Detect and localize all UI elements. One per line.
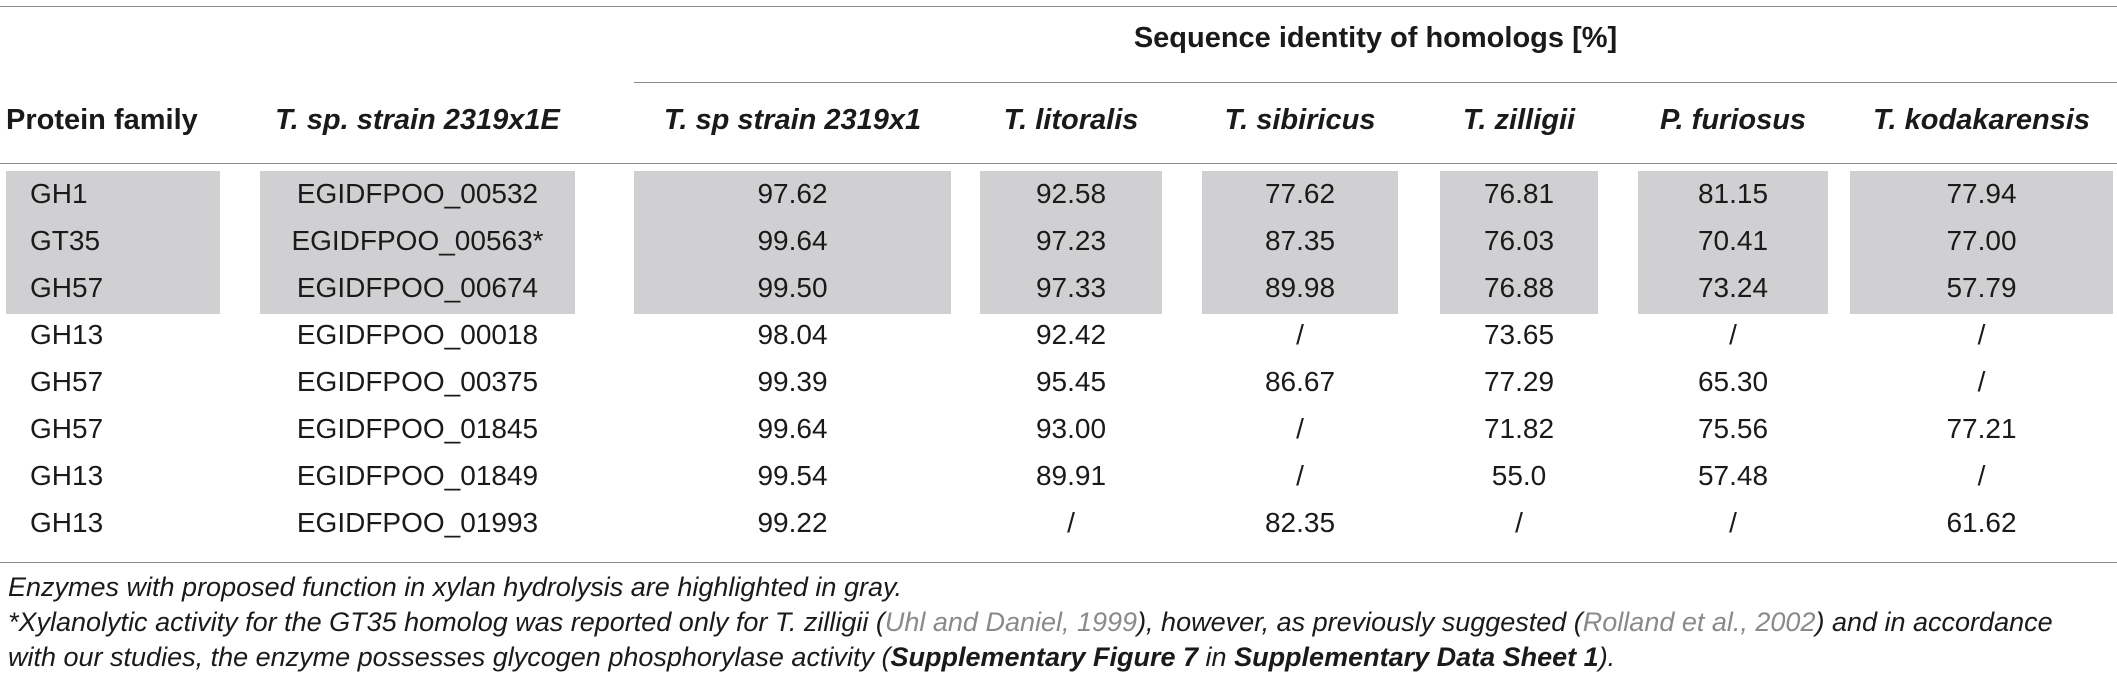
col-header-strain: T. sp strain 2319x1 xyxy=(663,104,922,136)
cell-family: GH13 xyxy=(30,460,104,491)
col-header-kodakarensis: T. kodakarensis xyxy=(1872,104,2091,136)
cell-value: 86.67 xyxy=(1264,366,1336,397)
cell-value: 77.21 xyxy=(1946,413,2017,444)
cell-value: 77.29 xyxy=(1483,366,1555,397)
header-rule xyxy=(0,163,2117,164)
cell-value: 57.48 xyxy=(1697,460,1769,491)
cell-value: / xyxy=(1296,460,1304,491)
cell-value: 61.62 xyxy=(1946,507,2017,538)
cell-value: 89.98 xyxy=(1264,272,1336,303)
cell-value: 93.00 xyxy=(1035,413,1107,444)
cell-value: 76.81 xyxy=(1483,178,1555,209)
cell-family: GH57 xyxy=(30,366,104,397)
citation-link[interactable]: Rolland et al., 2002 xyxy=(1582,607,1816,637)
cell-family: GH1 xyxy=(30,178,88,209)
footnote-gt35-cont: with our studies, the enzyme possesses g… xyxy=(8,642,1616,672)
cell-id: EGIDFPOO_00674 xyxy=(296,272,539,303)
cell-value: 97.23 xyxy=(1035,225,1107,256)
cell-value: 97.62 xyxy=(757,178,828,209)
cell-value: 76.03 xyxy=(1483,225,1555,256)
col-header-strain-e: T. sp. strain 2319x1E xyxy=(275,104,560,136)
cell-value: 65.30 xyxy=(1697,366,1769,397)
cell-family: GH13 xyxy=(30,319,104,350)
cell-id: EGIDFPOO_01993 xyxy=(296,507,539,538)
highlight-block xyxy=(980,171,1162,314)
cell-value: 99.22 xyxy=(757,507,828,538)
cell-id: EGIDFPOO_00563* xyxy=(291,225,544,256)
cell-value: 99.50 xyxy=(757,272,828,303)
col-header-protein-family: Protein family xyxy=(6,104,198,136)
cell-value: 99.64 xyxy=(757,413,828,444)
supplementary-data-link[interactable]: Supplementary Data Sheet 1 xyxy=(1234,642,1599,672)
col-header-furiosus: P. furiosus xyxy=(1659,104,1807,136)
cell-value: 92.42 xyxy=(1035,319,1107,350)
cell-value: / xyxy=(1977,319,1986,350)
cell-value: 82.35 xyxy=(1264,507,1336,538)
cell-value: / xyxy=(1296,413,1304,444)
cell-value: / xyxy=(1067,507,1075,538)
cell-value: 99.64 xyxy=(757,225,828,256)
highlight-block xyxy=(1638,171,1828,314)
cell-id: EGIDFPOO_00018 xyxy=(296,319,539,350)
cell-value: / xyxy=(1515,507,1523,538)
group-header: Sequence identity of homologs [%] xyxy=(1133,22,1618,54)
highlight-block xyxy=(260,171,575,314)
cell-value: 98.04 xyxy=(757,319,828,350)
cell-id: EGIDFPOO_01845 xyxy=(296,413,539,444)
cell-value: 97.33 xyxy=(1035,272,1107,303)
cell-id: EGIDFPOO_01849 xyxy=(296,460,539,491)
cell-value: 77.00 xyxy=(1946,225,2017,256)
col-header-sibiricus: T. sibiricus xyxy=(1224,104,1376,136)
highlight-block xyxy=(1440,171,1598,314)
table-top-rule xyxy=(0,6,2117,7)
cell-value: / xyxy=(1977,460,1986,491)
cell-value: / xyxy=(1296,319,1304,350)
cell-value: 57.79 xyxy=(1946,272,2017,303)
cell-value: 99.54 xyxy=(757,460,828,491)
highlight-block xyxy=(1850,171,2113,314)
cell-id: EGIDFPOO_00532 xyxy=(296,178,539,209)
cell-value: 81.15 xyxy=(1697,178,1769,209)
cell-value: 87.35 xyxy=(1264,225,1336,256)
cell-value: / xyxy=(1729,319,1737,350)
cell-value: 89.91 xyxy=(1035,460,1107,491)
cell-family: GH57 xyxy=(30,413,104,444)
cell-value: 73.24 xyxy=(1697,272,1769,303)
cell-value: 75.56 xyxy=(1697,413,1769,444)
group-header-rule xyxy=(634,82,2117,83)
col-header-zilligii: T. zilligii xyxy=(1462,104,1576,136)
cell-value: / xyxy=(1977,366,1986,397)
cell-value: 70.41 xyxy=(1697,225,1769,256)
cell-id: EGIDFPOO_00375 xyxy=(296,366,539,397)
highlight-block xyxy=(634,171,951,314)
cell-value: 95.45 xyxy=(1035,366,1107,397)
supplementary-figure-link[interactable]: Supplementary Figure 7 xyxy=(890,642,1199,672)
cell-value: 77.62 xyxy=(1264,178,1336,209)
footnote-highlight: Enzymes with proposed function in xylan … xyxy=(8,572,902,602)
cell-value: 77.94 xyxy=(1946,178,2017,209)
cell-family: GH13 xyxy=(30,507,104,538)
cell-value: 76.88 xyxy=(1483,272,1555,303)
col-header-litoralis: T. litoralis xyxy=(1003,104,1139,136)
cell-value: 99.39 xyxy=(757,366,828,397)
footnote-gt35: *Xylanolytic activity for the GT35 homol… xyxy=(8,607,2053,637)
cell-value: / xyxy=(1729,507,1737,538)
highlight-block xyxy=(6,171,220,314)
cell-family: GT35 xyxy=(30,225,101,256)
citation-link[interactable]: Uhl and Daniel, 1999 xyxy=(884,607,1138,637)
cell-family: GH57 xyxy=(30,272,104,303)
cell-value: 92.58 xyxy=(1035,178,1107,209)
cell-value: 73.65 xyxy=(1483,319,1555,350)
cell-value: 55.0 xyxy=(1491,460,1547,491)
highlight-block xyxy=(1202,171,1398,314)
cell-value: 71.82 xyxy=(1483,413,1555,444)
table-bottom-rule xyxy=(0,562,2117,563)
